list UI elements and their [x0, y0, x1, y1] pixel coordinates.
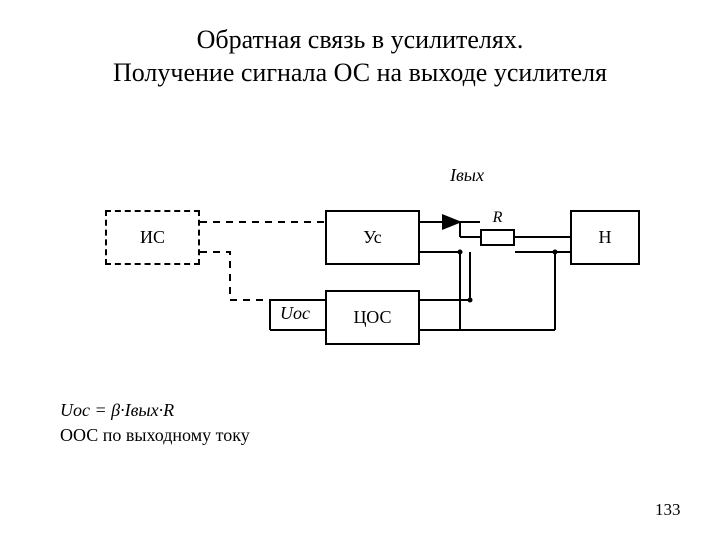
- node-3: [553, 250, 558, 255]
- wires-svg: [0, 0, 720, 540]
- diagram-canvas: Обратная связь в усилителях. Получение с…: [0, 0, 720, 540]
- node-1: [458, 250, 463, 255]
- wire-is-to-fb: [200, 252, 270, 300]
- node-2: [468, 298, 473, 303]
